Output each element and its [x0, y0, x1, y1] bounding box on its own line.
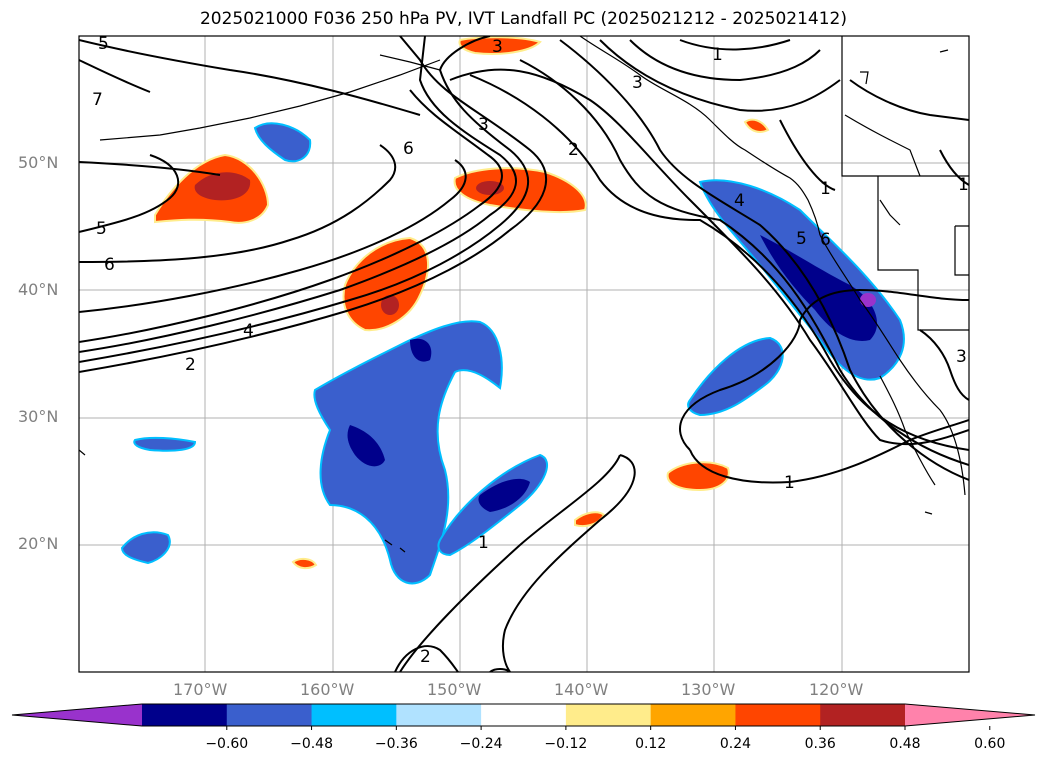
colorbar-swatch	[226, 704, 313, 726]
contour-label: 1	[958, 175, 969, 195]
colorbar-tick-label: 0.12	[635, 736, 667, 752]
contour-label: 2	[185, 355, 196, 375]
contour-label: 5	[98, 34, 109, 54]
contour-label: 6	[820, 230, 831, 250]
lat-label: 30°N	[18, 407, 59, 426]
colorbar-extend-high	[905, 704, 1035, 726]
lon-label: 120°W	[809, 680, 864, 699]
contour-label: 7	[92, 90, 103, 110]
colorbar-tick-label: 0.48	[889, 736, 921, 752]
colorbar	[11, 703, 1036, 730]
lat-label: 20°N	[18, 534, 59, 553]
negative-pv-fills	[120, 122, 905, 585]
contour-lines	[79, 36, 969, 672]
contour-label: 3	[478, 115, 489, 135]
colorbar-tick-label: 0.60	[974, 736, 1006, 752]
contour-label: 5	[96, 219, 107, 239]
contour-label: 4	[243, 321, 254, 341]
contour-label: 3	[956, 347, 967, 367]
lon-label: 150°W	[427, 680, 482, 699]
contour-label: 5	[796, 229, 807, 249]
colorbar-tick-label: 0.24	[719, 736, 752, 752]
colorbar-swatch	[396, 704, 482, 726]
colorbar-tick-label: −0.24	[459, 736, 503, 752]
contour-label: 3	[632, 73, 643, 93]
colorbar-swatch	[820, 704, 906, 726]
colorbar-tick-label: −0.48	[290, 736, 333, 752]
colorbar-swatch	[650, 704, 736, 726]
positive-pv-fills	[154, 36, 770, 570]
colorbar-tick-label: −0.36	[374, 736, 418, 752]
contour-label: 1	[712, 45, 723, 65]
contour-label: 1	[478, 533, 489, 553]
contour-label: 4	[734, 191, 745, 211]
lon-label: 130°W	[681, 680, 736, 699]
contour-label: 6	[104, 255, 115, 275]
contour-labels: 5 7 5 6 6 4 2 3 2 3 1 3 1 4 5 6 1 3 1 1 …	[92, 34, 969, 667]
contour-label: 6	[403, 139, 414, 159]
contour-label: 3	[492, 37, 503, 57]
colorbar-swatch	[735, 704, 821, 726]
colorbar-swatch	[481, 704, 567, 726]
colorbar-tick-label: −0.12	[544, 736, 588, 752]
lon-label: 140°W	[554, 680, 609, 699]
contour-label: 2	[568, 140, 579, 160]
contour-label: 1	[784, 473, 795, 493]
colorbar-swatch	[142, 704, 228, 726]
map-frame	[78, 35, 970, 673]
contour-label: 2	[420, 647, 431, 667]
map-title: 2025021000 F036 250 hPa PV, IVT Landfall…	[199, 9, 847, 29]
colorbar-swatch	[311, 704, 397, 726]
colorbar-outline	[11, 703, 1036, 727]
colorbar-tick-label: −0.60	[205, 736, 249, 752]
colorbar-extend-low	[12, 704, 142, 726]
lon-label: 160°W	[300, 680, 355, 699]
contour-label: 1	[820, 179, 831, 199]
colorbar-swatch	[565, 704, 652, 726]
lat-label: 40°N	[18, 280, 59, 299]
lat-label: 50°N	[18, 153, 59, 172]
colorbar-tick-label: 0.36	[804, 736, 836, 752]
lon-label: 170°W	[173, 680, 228, 699]
